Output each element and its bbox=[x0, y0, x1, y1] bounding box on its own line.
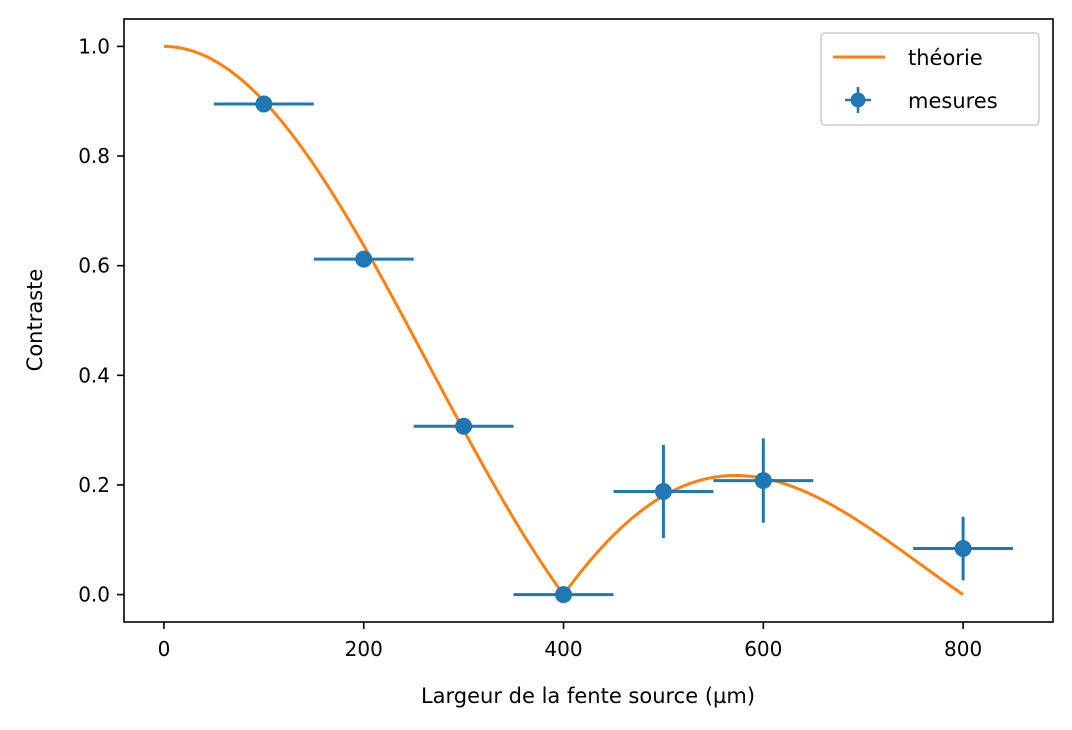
y-tick-label: 0.0 bbox=[78, 583, 110, 607]
measurement-marker bbox=[355, 250, 373, 268]
x-tick-label: 800 bbox=[944, 637, 982, 661]
y-axis-ticks: 0.0 0.2 0.4 0.6 0.8 1.0 bbox=[78, 34, 124, 607]
measurement-marker bbox=[954, 540, 972, 558]
measurement-marker bbox=[654, 483, 672, 501]
y-axis-label: Contraste bbox=[23, 269, 47, 372]
measurement-point bbox=[913, 516, 1014, 581]
x-axis-ticks: 0 200 400 600 800 bbox=[158, 622, 982, 661]
x-tick-label: 200 bbox=[345, 637, 383, 661]
plot-area bbox=[163, 44, 1014, 604]
y-tick-label: 0.6 bbox=[78, 254, 110, 278]
y-tick-label: 0.4 bbox=[78, 363, 110, 387]
measurement-marker bbox=[455, 417, 473, 435]
x-axis-label: Largeur de la fente source (µm) bbox=[421, 684, 755, 708]
legend-label-theorie: théorie bbox=[908, 46, 983, 70]
measurement-point bbox=[713, 438, 814, 523]
y-tick-label: 1.0 bbox=[78, 34, 110, 58]
measurement-marker bbox=[255, 95, 273, 113]
measurement-point bbox=[613, 444, 714, 539]
measurement-point bbox=[313, 250, 414, 268]
measurement-marker bbox=[754, 472, 772, 490]
x-tick-label: 400 bbox=[544, 637, 582, 661]
x-tick-label: 600 bbox=[744, 637, 782, 661]
y-tick-label: 0.2 bbox=[78, 473, 110, 497]
legend-label-mesures: mesures bbox=[908, 89, 998, 113]
axes-frame bbox=[123, 18, 1054, 623]
legend: théorie mesures bbox=[820, 32, 1040, 126]
measurement-point bbox=[513, 586, 614, 604]
x-tick-label: 0 bbox=[158, 637, 171, 661]
measurement-point bbox=[213, 95, 314, 113]
measurement-point bbox=[413, 417, 514, 435]
measurement-marker bbox=[555, 586, 573, 604]
legend-errorbar-swatch bbox=[845, 87, 871, 113]
y-tick-label: 0.8 bbox=[78, 144, 110, 168]
